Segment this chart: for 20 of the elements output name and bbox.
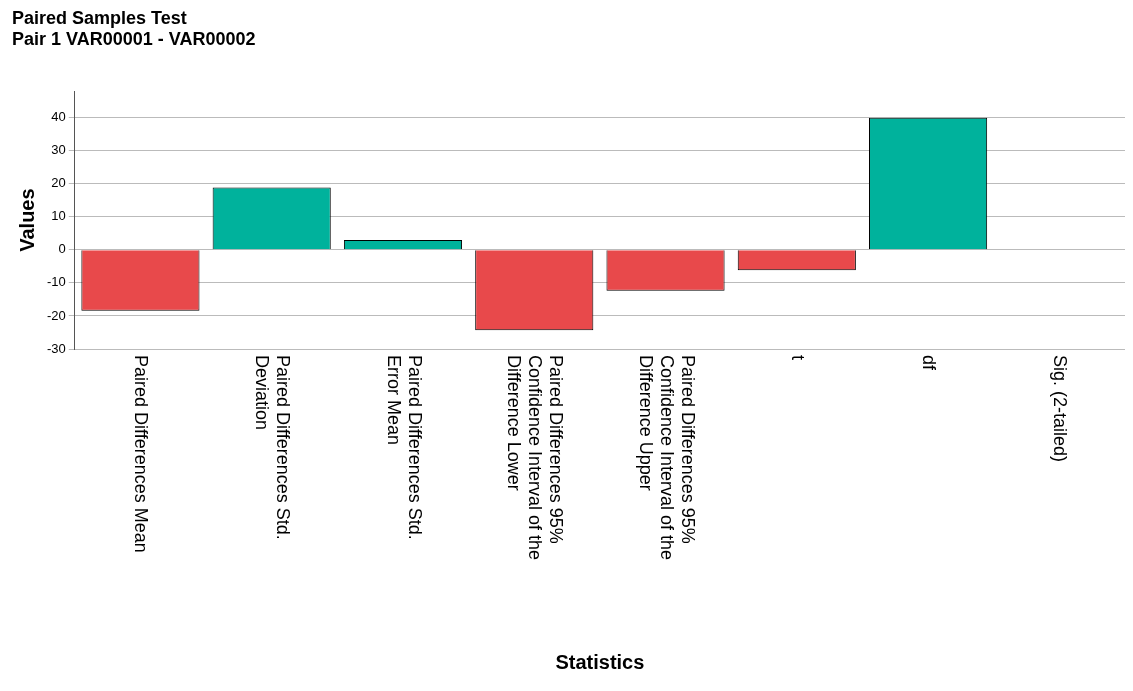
x-tick-label: t <box>787 355 808 361</box>
x-tick-label: Paired Differences Std. Deviation <box>252 355 294 540</box>
y-tick-label: 0 <box>58 241 66 257</box>
y-axis-title: Values <box>15 188 38 252</box>
y-tick-label: -10 <box>46 274 66 290</box>
y-tick-label: 10 <box>51 208 66 224</box>
y-tick-label: 40 <box>51 109 66 125</box>
y-tick-label: 20 <box>51 175 66 191</box>
y-tick-label: -30 <box>46 340 66 356</box>
x-tick-label: Paired Differences 95% Confidence Interval of the Difference Upper <box>635 355 698 561</box>
x-tick-label: Sig. (2-tailed) <box>1050 355 1071 463</box>
y-tick-label: -20 <box>46 307 66 323</box>
chart-title: Paired Samples Test <box>12 7 187 28</box>
y-tick-label: 30 <box>51 142 66 158</box>
chart-subtitle: Pair 1 VAR00001 - VAR00002 <box>12 29 256 50</box>
x-tick-label: Paired Differences Mean <box>131 355 152 553</box>
x-tick-label: df <box>919 355 940 372</box>
x-axis-title: Statistics <box>555 650 645 673</box>
x-tick-label: Paired Differences Std. Error Mean <box>383 355 425 540</box>
x-tick-label: Paired Differences 95% Confidence Interval of the Difference Lower <box>504 355 567 561</box>
